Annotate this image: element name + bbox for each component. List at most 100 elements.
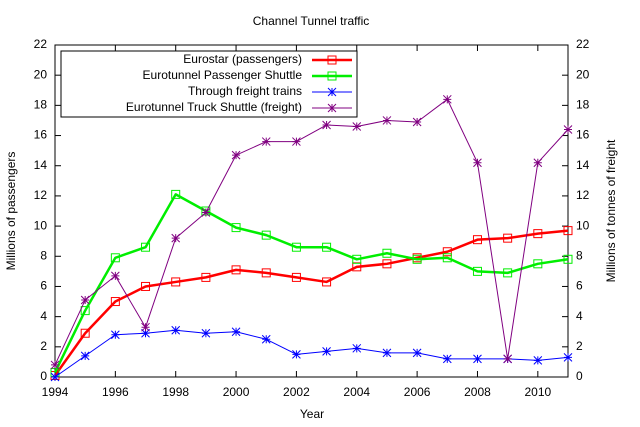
marker	[231, 265, 241, 275]
marker	[171, 189, 181, 199]
y-tick-label: 8	[40, 248, 47, 262]
marker	[322, 242, 332, 252]
y-tick-label: 12	[34, 188, 48, 202]
y-tick-label: 20	[34, 67, 48, 81]
marker	[412, 117, 422, 127]
marker	[201, 208, 211, 217]
x-tick-label: 2008	[464, 385, 491, 399]
y-tick-label: 6	[40, 279, 47, 293]
marker	[442, 94, 452, 104]
y2-axis-label: Millions of tonnes of freight	[604, 139, 618, 282]
plot-frame	[54, 44, 569, 378]
marker	[261, 230, 271, 240]
marker	[442, 253, 452, 263]
legend-label: Through freight trains	[188, 84, 302, 98]
marker	[261, 137, 271, 146]
marker	[322, 120, 331, 130]
y-tick-label: 14	[34, 158, 48, 172]
y2-tick-label: 10	[576, 218, 590, 232]
marker	[472, 266, 482, 276]
x-tick-label: 1996	[102, 385, 129, 399]
marker	[352, 122, 362, 131]
marker	[533, 356, 543, 365]
marker	[473, 158, 482, 168]
marker	[141, 322, 150, 332]
marker	[201, 272, 211, 282]
y-tick-label: 0	[40, 369, 47, 383]
marker	[563, 226, 573, 236]
marker	[141, 281, 151, 291]
y2-tick-label: 2	[576, 339, 583, 353]
marker	[382, 259, 392, 269]
marker	[503, 354, 513, 364]
y-tick-label: 18	[34, 98, 48, 112]
y2-tick-label: 8	[576, 248, 583, 262]
marker	[261, 334, 271, 344]
marker	[50, 360, 60, 370]
series-line	[54, 98, 569, 366]
legend-marker	[327, 87, 337, 97]
marker	[110, 330, 120, 340]
marker	[141, 242, 151, 252]
legend-marker	[327, 71, 337, 81]
marker	[442, 247, 452, 257]
marker	[50, 372, 60, 382]
marker	[201, 328, 211, 338]
y-axis-label: Millions of passengers	[4, 152, 18, 271]
chart-title: Channel Tunnel traffic	[253, 14, 370, 28]
legend-label: Eurotunnel Truck Shuttle (freight)	[126, 100, 302, 114]
series-line	[54, 329, 569, 378]
marker	[382, 348, 392, 358]
marker	[412, 348, 422, 358]
y2-tick-label: 6	[576, 279, 583, 293]
marker	[231, 327, 241, 337]
marker	[563, 125, 573, 134]
marker	[352, 343, 362, 353]
marker	[533, 259, 543, 269]
x-tick-label: 1998	[162, 385, 189, 399]
marker	[110, 297, 120, 307]
marker	[110, 253, 120, 263]
legend-label: Eurostar (passengers)	[183, 52, 302, 66]
y2-tick-label: 12	[576, 188, 590, 202]
marker	[503, 268, 513, 278]
y2-tick-label: 4	[576, 309, 583, 323]
marker	[141, 328, 150, 338]
y2-tick-label: 16	[576, 128, 590, 142]
x-tick-label: 2006	[404, 385, 431, 399]
y2-tick-label: 20	[576, 67, 590, 81]
marker	[110, 271, 120, 281]
marker	[171, 277, 181, 287]
marker	[322, 346, 331, 356]
x-tick-label: 2002	[283, 385, 310, 399]
legend-box	[60, 50, 358, 118]
marker	[382, 116, 392, 125]
y-tick-label: 4	[40, 309, 47, 323]
legend-marker	[327, 103, 337, 113]
marker	[80, 295, 90, 305]
x-axis-label: Year	[300, 407, 324, 421]
marker	[322, 277, 332, 287]
marker	[80, 351, 90, 361]
marker	[442, 354, 452, 364]
x-tick-label: 1994	[42, 385, 69, 399]
marker	[503, 233, 513, 243]
marker	[291, 272, 301, 282]
marker	[412, 254, 422, 264]
x-tick-label: 2000	[223, 385, 250, 399]
series-line	[53, 193, 569, 374]
series-line	[53, 229, 569, 377]
y-tick-label: 2	[40, 339, 47, 353]
marker	[472, 235, 482, 245]
marker	[291, 242, 301, 252]
y2-tick-label: 14	[576, 158, 590, 172]
y2-tick-label: 18	[576, 98, 590, 112]
marker	[382, 248, 392, 258]
marker	[292, 137, 301, 146]
marker	[352, 254, 362, 264]
x-tick-label: 2010	[524, 385, 551, 399]
marker	[80, 306, 90, 316]
marker	[171, 325, 181, 335]
